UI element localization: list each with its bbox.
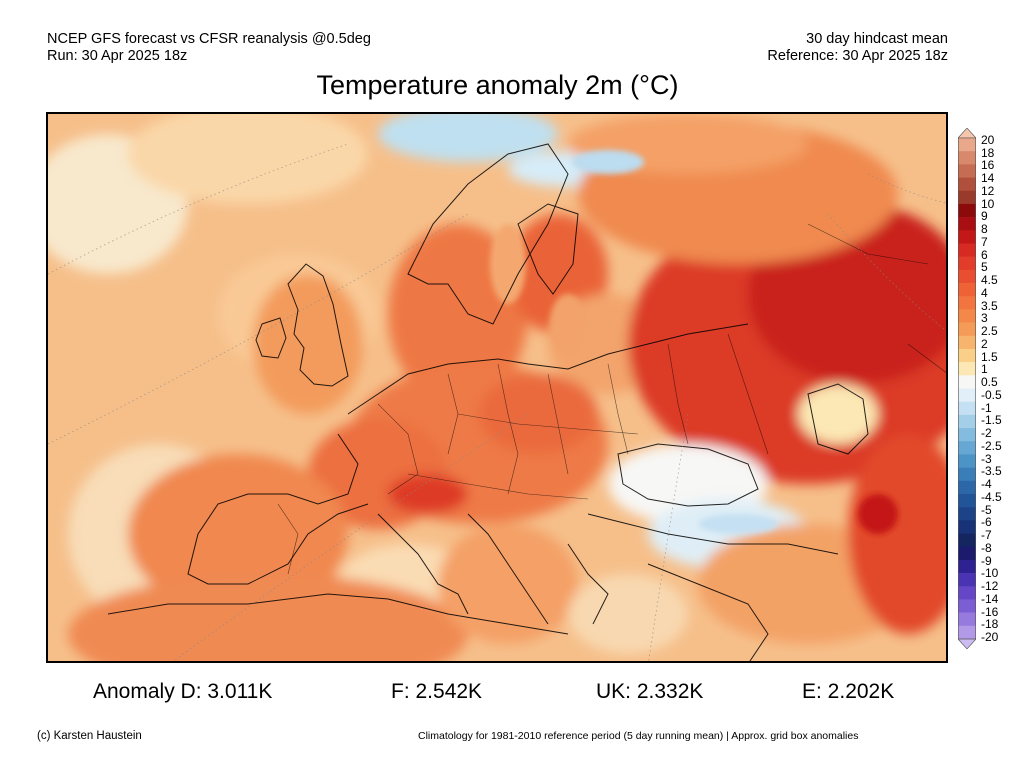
colorbar-segment [958,599,976,613]
colorbar-outline [958,137,976,640]
colorbar-tick-label: -4.5 [981,489,1002,504]
colorbar-segment [958,138,976,152]
colorbar-tick-label: -10 [981,566,999,581]
colorbar-tick-label: -5 [981,502,992,517]
country-borders [277,223,946,575]
colorbar-tick-label: 9 [981,209,988,224]
model-description: NCEP GFS forecast vs CFSR reanalysis @0.… [47,31,371,47]
colorbar-segment [958,256,976,271]
colorbar-tick-label: -12 [981,579,999,594]
colorbar-segment [958,362,976,376]
colorbar-tick-label: -3 [981,451,992,466]
colorbar-tick-label: -20 [981,630,999,644]
colorbar-segment [958,335,976,350]
colorbar-segment [958,520,976,534]
colorbar-segment [958,164,976,178]
colorbar-tick-label: 4 [981,285,988,300]
colorbar-segment [958,467,976,482]
anomaly-map-graphic [48,114,946,661]
colorbar-segment [958,480,976,495]
colorbar-tick-label: 2.5 [981,324,998,339]
colorbar-segment [958,454,976,468]
colorbar-segment [958,401,976,416]
anomaly-d-stat: Anomaly D: 3.011K [93,680,273,703]
colorbar-segment [958,151,976,165]
graticule [48,143,946,661]
colorbar-tick-label: 12 [981,183,995,198]
colorbar-tick-label: 8 [981,222,988,237]
header-left: NCEP GFS forecast vs CFSR reanalysis @0.… [47,31,371,65]
colorbar-segment [958,177,976,192]
colorbar-tick-label: -1 [981,400,992,415]
colorbar-segment [958,441,976,455]
colorbar-tick-label: -3.5 [981,464,1002,479]
colorbar-tick-label: 1 [981,362,988,377]
colorbar-segment [958,559,976,574]
colorbar-segment [958,573,976,587]
colorbar-tick-label: 1.5 [981,349,998,364]
colorbar-tick-label: 14 [981,171,995,186]
copyright: (c) Karsten Haustein [37,730,142,742]
colorbar-tick-label: 0.5 [981,375,998,390]
colorbar [958,128,976,649]
colorbar-tick-label: -14 [981,591,999,606]
colorbar-tick-label: 5 [981,260,988,275]
colorbar-segment [958,309,976,323]
colorbar-segment [958,190,976,205]
colorbar-tick-label: -18 [981,617,999,632]
colorbar-tick-label: -9 [981,553,992,568]
colorbar-segment [958,243,976,257]
colorbar-tick-label: -2.5 [981,438,1002,453]
colorbar-tick-label: 10 [981,196,995,211]
colorbar-segment [958,428,976,442]
map-title: Temperature anomaly 2m (°C) [316,70,679,100]
colorbar-segment [958,283,976,297]
anomaly-f-stat: F: 2.542K [391,680,483,703]
colorbar-tick-label: 6 [981,247,988,262]
colorbar-segment [958,217,976,231]
colorbar-segment [958,203,976,218]
colorbar-segment [958,586,976,600]
colorbar-tick-label: -8 [981,540,992,555]
run-time: Run: 30 Apr 2025 18z [47,48,188,64]
header-right: 30 day hindcast mean Reference: 30 Apr 2… [767,31,948,65]
colorbar-tick-label: 3.5 [981,298,998,313]
colorbar-segment [958,230,976,244]
colorbar-segment [958,533,976,548]
colorbar-segment [958,296,976,310]
climatology-note: Climatology for 1981-2010 reference peri… [418,730,859,742]
colorbar-segment [958,348,976,363]
colorbar-segment [958,414,976,429]
anomaly-e-stat: E: 2.202K [802,680,895,703]
colorbar-tick-label: 3 [981,311,988,326]
colorbar-segment [958,625,976,640]
colorbar-segment [958,388,976,402]
colorbar-tick-label: 4.5 [981,273,998,288]
colorbar-segment [958,546,976,561]
colorbar-segment [958,493,976,508]
anomaly-map [46,112,948,663]
anomaly-uk-stat: UK: 2.332K [596,680,704,703]
colorbar-tick-label: 20 [981,133,995,147]
colorbar-tick-label: 18 [981,145,995,160]
colorbar-segment [958,507,976,521]
hindcast-description: 30 day hindcast mean [806,31,948,47]
colorbar-tick-label: -6 [981,515,992,530]
colorbar-tick-label: -0.5 [981,387,1002,402]
colorbar-tick-label: -4 [981,477,992,492]
colorbar-segment [958,375,976,389]
reference-time: Reference: 30 Apr 2025 18z [767,48,948,64]
colorbar-tick-label: 7 [981,234,988,249]
colorbar-tick-label: -1.5 [981,413,1002,428]
colorbar-segment [958,612,976,627]
colorbar-tick-label: -2 [981,426,992,441]
colorbar-top-arrow [958,128,976,139]
colorbar-tick-label: 2 [981,336,988,351]
colorbar-tick-label: -7 [981,528,992,543]
colorbar-bottom-arrow [958,638,976,649]
colorbar-tick-label: 16 [981,158,995,173]
colorbar-tick-label: -16 [981,604,999,619]
colorbar-segment [958,269,976,284]
colorbar-segment [958,322,976,337]
